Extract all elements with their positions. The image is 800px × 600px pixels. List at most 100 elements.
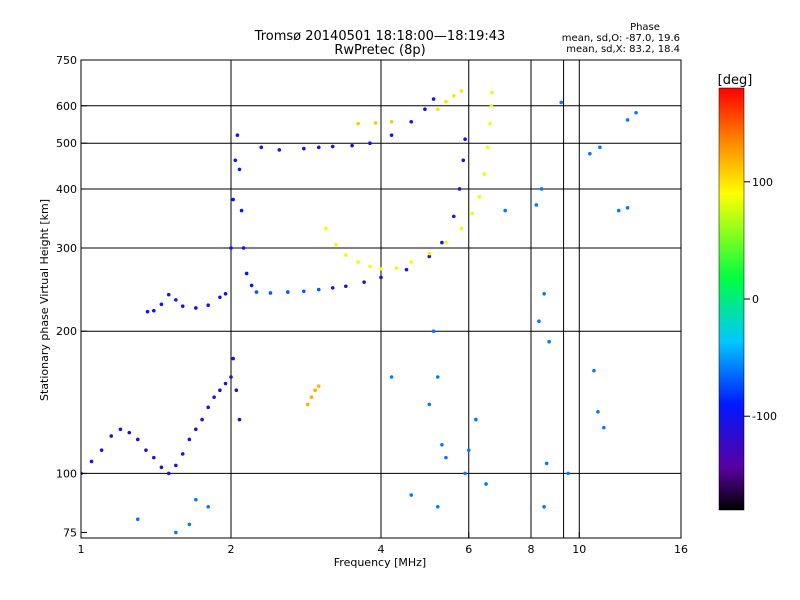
y-tick-label: 750 xyxy=(56,54,77,67)
data-point xyxy=(206,405,210,410)
phase-stats-heading: Phase xyxy=(630,22,660,33)
x-tick-label: 6 xyxy=(465,543,472,556)
data-point xyxy=(598,145,602,150)
data-point xyxy=(174,298,178,302)
data-point xyxy=(302,146,306,151)
data-point xyxy=(423,107,427,112)
colorbar-tick-label: 100 xyxy=(752,176,773,189)
data-point xyxy=(145,309,150,314)
data-point xyxy=(244,271,249,276)
data-point xyxy=(596,410,600,414)
data-point xyxy=(356,121,360,126)
data-point xyxy=(625,205,630,210)
data-point xyxy=(316,287,321,292)
data-point xyxy=(409,260,414,264)
data-point xyxy=(477,195,482,199)
data-point xyxy=(334,242,338,247)
data-point xyxy=(254,290,259,294)
data-point xyxy=(241,246,246,250)
data-point xyxy=(461,158,466,163)
data-point xyxy=(431,329,436,334)
data-point xyxy=(206,303,210,308)
data-point xyxy=(344,253,348,257)
data-point xyxy=(324,226,328,231)
data-point xyxy=(362,280,366,284)
data-point xyxy=(470,211,475,216)
data-point xyxy=(389,375,394,379)
data-point xyxy=(259,145,264,150)
colorbar-unit: [deg] xyxy=(718,73,753,88)
data-point xyxy=(330,144,335,149)
data-point xyxy=(249,283,254,288)
data-point xyxy=(625,118,630,122)
data-point xyxy=(490,90,494,95)
data-point xyxy=(616,208,621,213)
data-point xyxy=(379,275,383,280)
data-point xyxy=(187,522,192,527)
data-point xyxy=(463,137,467,141)
data-point xyxy=(466,448,471,452)
y-axis-ticks: 75 100 200 300 400 500 600 750 xyxy=(56,54,87,539)
y-tick-label: 100 xyxy=(56,467,77,480)
data-point xyxy=(373,121,378,125)
data-point xyxy=(237,417,242,422)
data-point xyxy=(537,319,541,323)
y-tick-label: 300 xyxy=(56,242,77,255)
data-point xyxy=(368,264,372,269)
data-point xyxy=(457,187,462,191)
data-point xyxy=(592,368,596,373)
data-point xyxy=(309,395,314,399)
data-point xyxy=(444,455,448,460)
data-point xyxy=(180,304,185,308)
data-point xyxy=(542,504,546,509)
y-tick-label: 500 xyxy=(56,137,77,150)
data-point xyxy=(409,119,414,124)
data-point xyxy=(187,437,192,442)
data-point xyxy=(237,167,242,172)
phase-stats-x: mean, sd,X: 83.2, 18.4 xyxy=(566,44,680,55)
data-point xyxy=(152,455,156,460)
data-point xyxy=(316,384,321,388)
data-point xyxy=(109,434,114,438)
data-point xyxy=(427,402,432,407)
x-tick-label: 8 xyxy=(528,543,535,556)
data-point xyxy=(547,339,551,344)
data-point xyxy=(368,141,372,145)
x-tick-label: 2 xyxy=(228,543,235,556)
data-point xyxy=(542,291,546,296)
x-tick-label: 10 xyxy=(572,543,586,556)
data-point xyxy=(302,289,306,294)
data-point xyxy=(174,463,178,468)
data-point xyxy=(463,471,467,476)
data-points xyxy=(81,89,638,535)
data-point xyxy=(316,145,321,150)
data-point xyxy=(485,145,490,150)
data-point xyxy=(89,459,94,464)
data-point xyxy=(235,133,240,137)
data-point xyxy=(444,99,448,104)
y-tick-label: 75 xyxy=(63,526,77,539)
data-point xyxy=(194,306,198,310)
x-tick-label: 4 xyxy=(378,543,385,556)
chart-title-line2: RwPretec (8p) xyxy=(334,43,425,58)
data-point xyxy=(427,251,432,256)
data-point xyxy=(277,148,282,152)
data-point xyxy=(588,151,592,156)
data-point xyxy=(409,493,414,497)
y-axis-label: Stationary phase Virtual Height [km] xyxy=(38,199,51,401)
data-point xyxy=(394,266,399,270)
x-axis-label: Frequency [MHz] xyxy=(334,556,426,569)
data-point xyxy=(268,291,273,295)
y-tick-label: 200 xyxy=(56,325,77,338)
data-point xyxy=(452,93,456,98)
data-point xyxy=(440,442,444,447)
data-point xyxy=(239,208,244,213)
data-point xyxy=(166,292,171,297)
data-point xyxy=(159,302,164,307)
data-point xyxy=(444,240,448,245)
data-point xyxy=(127,430,132,435)
data-point xyxy=(285,290,290,294)
y-tick-label: 400 xyxy=(56,183,77,196)
data-point xyxy=(233,158,238,163)
